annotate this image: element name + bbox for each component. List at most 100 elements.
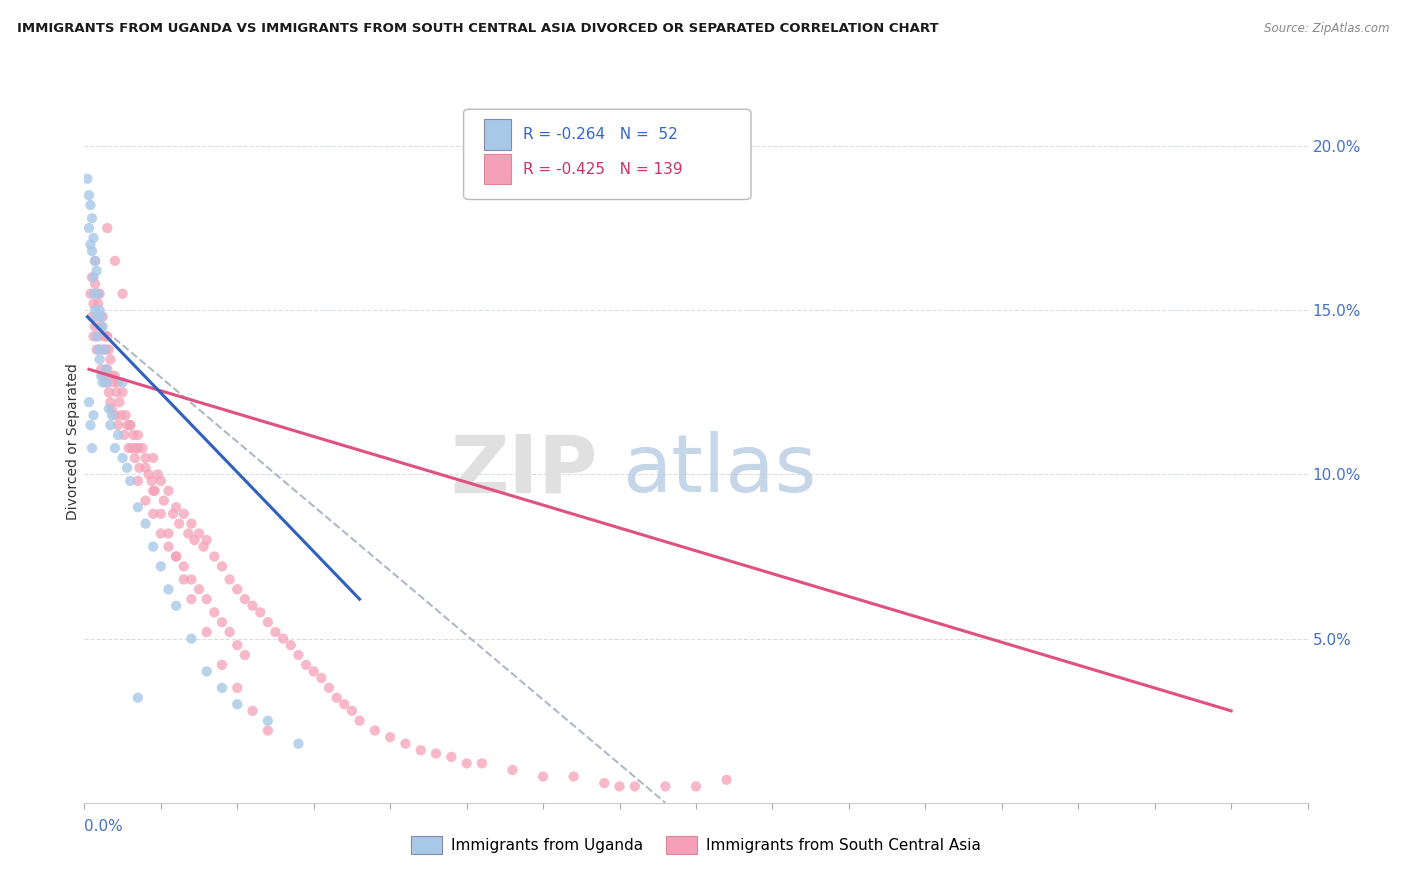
Point xyxy=(195,592,218,607)
Point xyxy=(149,559,172,574)
Point xyxy=(211,615,233,630)
Point xyxy=(180,632,202,646)
Point xyxy=(96,221,118,235)
Point xyxy=(93,368,115,383)
Point xyxy=(440,749,463,764)
Point xyxy=(125,441,148,455)
Point xyxy=(105,385,128,400)
Point xyxy=(593,776,616,790)
Point xyxy=(149,507,172,521)
Point xyxy=(90,362,112,376)
Point xyxy=(87,296,110,310)
Point xyxy=(111,286,134,301)
Point xyxy=(425,747,447,761)
Point xyxy=(86,286,108,301)
Point xyxy=(233,648,256,662)
Point xyxy=(104,409,127,423)
Point xyxy=(118,441,141,455)
Point xyxy=(89,352,111,367)
Point xyxy=(242,599,264,613)
Point xyxy=(101,409,124,423)
Point xyxy=(716,772,738,787)
Point xyxy=(79,286,101,301)
Point xyxy=(128,460,150,475)
Point xyxy=(149,526,172,541)
Point xyxy=(98,395,121,409)
Point xyxy=(96,329,118,343)
Point xyxy=(80,270,103,285)
Point xyxy=(142,540,165,554)
Point xyxy=(349,714,371,728)
Point xyxy=(333,698,356,712)
Point xyxy=(226,681,249,695)
Point xyxy=(218,625,240,640)
Point xyxy=(233,592,256,607)
Point xyxy=(226,582,249,597)
Point xyxy=(77,395,100,409)
FancyBboxPatch shape xyxy=(464,109,751,200)
Point xyxy=(110,409,132,423)
Point xyxy=(685,780,707,794)
Point xyxy=(173,507,195,521)
Point xyxy=(107,376,129,390)
Point xyxy=(83,270,105,285)
Point xyxy=(104,441,127,455)
Point xyxy=(195,665,218,679)
Point xyxy=(153,493,176,508)
Point xyxy=(193,540,215,554)
Text: atlas: atlas xyxy=(623,432,817,509)
Point xyxy=(157,526,180,541)
Point xyxy=(97,385,120,400)
Point xyxy=(120,474,142,488)
Point xyxy=(120,418,142,433)
Point xyxy=(121,441,143,455)
Point xyxy=(173,559,195,574)
Point xyxy=(195,533,218,547)
Point xyxy=(157,540,180,554)
Point xyxy=(87,329,110,343)
Point xyxy=(157,582,180,597)
Point xyxy=(135,493,157,508)
Point xyxy=(142,483,165,498)
Point xyxy=(188,526,211,541)
Point xyxy=(97,401,120,416)
Point xyxy=(562,770,585,784)
Point xyxy=(624,780,647,794)
Point xyxy=(167,516,190,531)
Point xyxy=(107,418,129,433)
Point xyxy=(165,549,187,564)
Point xyxy=(103,376,125,390)
Point xyxy=(257,723,280,738)
Point xyxy=(138,467,160,482)
Point xyxy=(115,418,138,433)
Point xyxy=(108,395,131,409)
Point xyxy=(79,237,101,252)
Point xyxy=(86,310,108,324)
Point xyxy=(264,625,287,640)
Text: R = -0.425   N = 139: R = -0.425 N = 139 xyxy=(523,161,683,177)
Point xyxy=(302,665,325,679)
Point xyxy=(165,500,187,515)
Point xyxy=(394,737,416,751)
Point xyxy=(84,277,107,291)
Point xyxy=(257,615,280,630)
Point xyxy=(242,704,264,718)
Point xyxy=(79,198,101,212)
Point xyxy=(287,737,309,751)
Point xyxy=(211,681,233,695)
Point xyxy=(87,286,110,301)
Point xyxy=(141,474,163,488)
Point xyxy=(79,418,101,433)
Point xyxy=(173,573,195,587)
Point xyxy=(94,362,117,376)
Point xyxy=(93,329,115,343)
Text: IMMIGRANTS FROM UGANDA VS IMMIGRANTS FROM SOUTH CENTRAL ASIA DIVORCED OR SEPARAT: IMMIGRANTS FROM UGANDA VS IMMIGRANTS FRO… xyxy=(17,22,938,36)
Point xyxy=(409,743,432,757)
Point xyxy=(104,368,127,383)
Point xyxy=(211,559,233,574)
Point xyxy=(83,286,105,301)
Point xyxy=(89,303,111,318)
Point xyxy=(149,474,172,488)
Point xyxy=(218,573,240,587)
Point xyxy=(84,319,107,334)
